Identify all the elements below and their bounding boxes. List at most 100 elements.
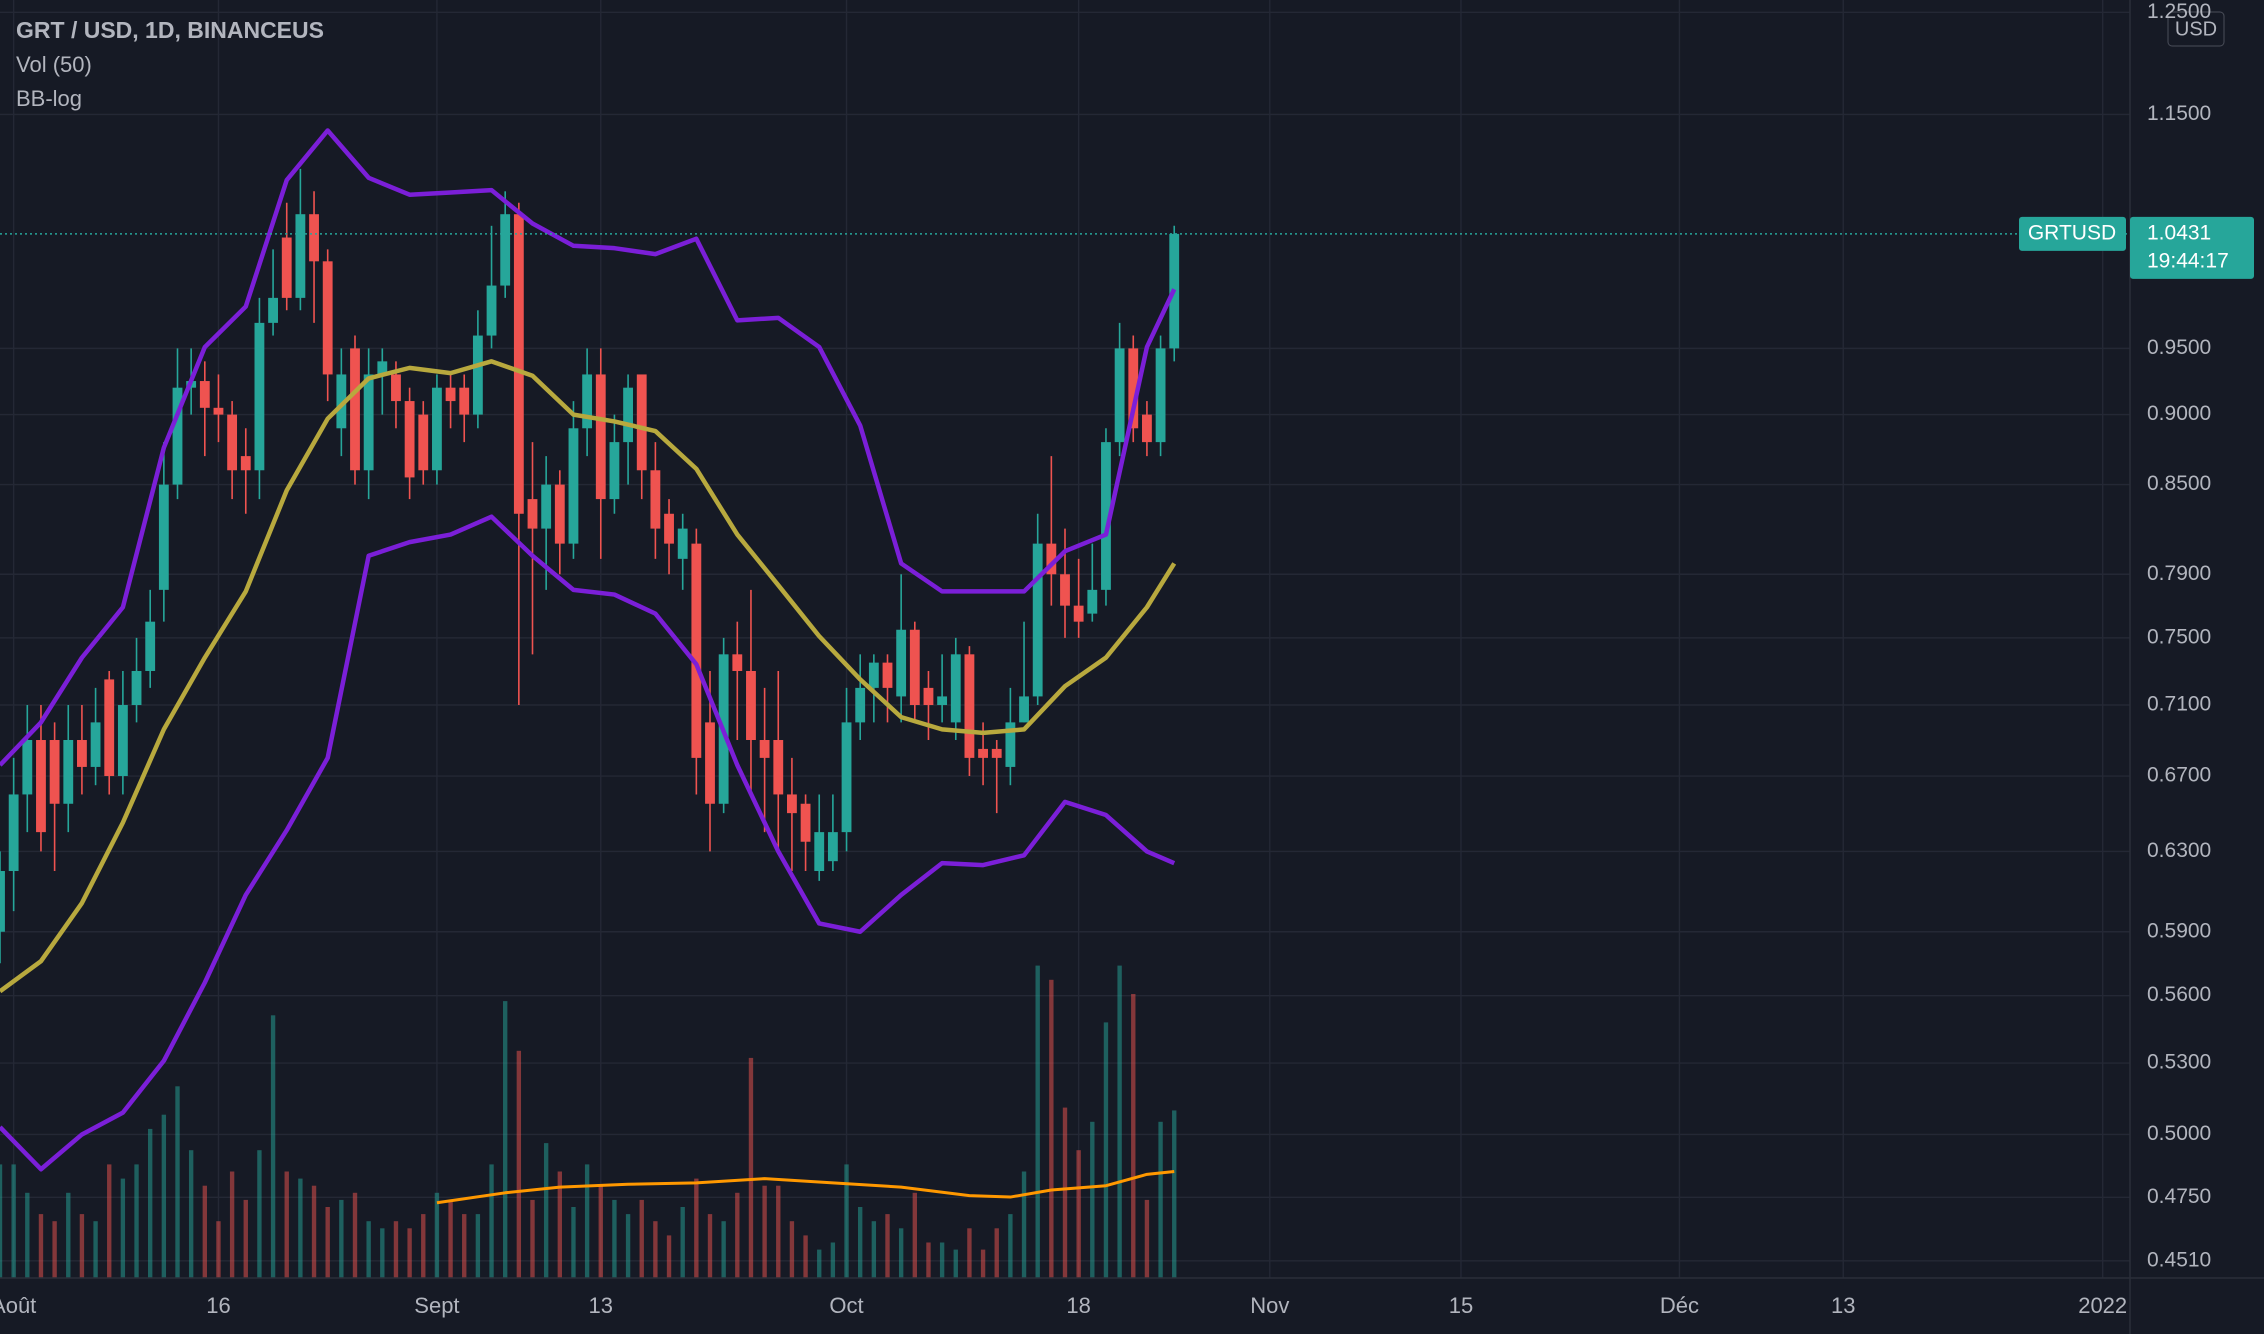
volume-bar <box>926 1242 931 1278</box>
volume-bar <box>1076 1150 1081 1278</box>
volume-bar <box>1049 979 1054 1278</box>
candle-body <box>1032 543 1043 697</box>
y-tick-label: 0.7500 <box>2147 625 2211 648</box>
candle-body <box>677 528 688 559</box>
currency-label[interactable]: USD <box>2175 18 2217 40</box>
candle-body <box>131 670 142 706</box>
volume-bar <box>898 1228 904 1278</box>
volume-bar <box>462 1214 467 1278</box>
candle-body <box>240 456 251 471</box>
volume-bar <box>625 1214 631 1278</box>
x-tick-label: Déc <box>1660 1293 1699 1318</box>
candle-body <box>158 484 169 590</box>
candle-body <box>391 374 401 402</box>
y-tick-label: 0.5600 <box>2147 983 2211 1006</box>
candle-body <box>991 748 1002 758</box>
candle-body <box>978 748 988 758</box>
x-tick-label: 16 <box>206 1293 230 1318</box>
volume-bar <box>1172 1110 1177 1278</box>
candle-body <box>513 214 524 514</box>
candle-body <box>377 361 388 375</box>
volume-bar <box>830 1242 836 1278</box>
x-tick-label: 13 <box>589 1293 613 1318</box>
volume-bar <box>953 1249 958 1278</box>
candle-body <box>773 740 784 795</box>
volume-bar <box>284 1171 289 1278</box>
y-tick-label: 0.4510 <box>2147 1248 2211 1271</box>
candle-body <box>1101 442 1111 590</box>
candle-body <box>77 740 87 767</box>
candle-body <box>664 513 674 544</box>
volume-bar <box>994 1228 999 1278</box>
y-tick-label: 1.2500 <box>2147 0 2211 23</box>
candle-body <box>8 794 19 872</box>
candle-body <box>636 374 647 471</box>
candle-body <box>472 335 483 415</box>
volume-bar <box>694 1178 699 1278</box>
candle-body <box>855 687 866 723</box>
volume-bar <box>93 1221 98 1278</box>
currency-box[interactable] <box>2167 11 2225 47</box>
volume-bar <box>639 1199 644 1278</box>
y-tick-label: 0.9000 <box>2147 402 2211 425</box>
volume-bar <box>789 1221 795 1278</box>
volume-bar <box>339 1199 344 1278</box>
volume-bar <box>52 1221 57 1278</box>
volume-bar <box>66 1192 71 1278</box>
plot-layer <box>0 0 2130 1278</box>
volume-bar <box>11 1164 16 1278</box>
y-tick-label: 0.4750 <box>2147 1185 2211 1208</box>
candle-body <box>1087 589 1098 614</box>
indicator-label: BB-log <box>16 86 82 111</box>
volume-bar <box>666 1235 672 1278</box>
volume-bar <box>325 1207 330 1278</box>
volume-bar <box>912 1192 917 1278</box>
volume-bar <box>598 1185 603 1278</box>
candle-body <box>691 543 702 758</box>
candle-body <box>568 428 579 544</box>
y-tick-label: 0.6300 <box>2147 839 2211 862</box>
volume-bar <box>1144 1199 1150 1278</box>
symbol-label: GRTUSD <box>2028 221 2116 244</box>
volume-bar <box>612 1199 617 1278</box>
candle-body <box>213 407 224 415</box>
volume-bar <box>393 1221 399 1278</box>
volume-bar <box>516 1050 522 1278</box>
volume-bar <box>803 1235 808 1278</box>
volume-bar <box>653 1221 658 1278</box>
volume-bar <box>1021 1171 1027 1278</box>
candle-body <box>1073 605 1084 622</box>
price-box <box>2130 216 2254 279</box>
candle-body <box>295 214 306 298</box>
candle-body <box>459 387 470 415</box>
y-tick-label: 0.7900 <box>2147 562 2211 585</box>
volume-ma-line <box>436 1170 1175 1205</box>
symbol-box <box>2019 216 2126 251</box>
volume-bar <box>1090 1121 1095 1278</box>
candle-body <box>1019 696 1029 723</box>
volume-bar <box>270 1015 276 1278</box>
volume-bar <box>25 1192 30 1278</box>
volume-bar <box>38 1214 44 1278</box>
volume-bar <box>967 1228 972 1278</box>
volume-bar <box>1035 965 1040 1278</box>
x-tick-label: Oct <box>829 1293 863 1318</box>
candle-body <box>827 832 838 862</box>
volume-bar <box>557 1171 562 1278</box>
candle-body <box>22 740 33 795</box>
candle-body <box>868 662 879 688</box>
x-tick-label: 2022 <box>2078 1293 2127 1318</box>
volume-bar <box>202 1185 207 1278</box>
candle-body <box>964 654 975 758</box>
candle-body <box>36 740 46 833</box>
y-tick-label: 0.8500 <box>2147 472 2211 495</box>
candle-body <box>841 722 852 833</box>
volume-bar <box>980 1249 986 1278</box>
y-tick-label: 0.7100 <box>2147 693 2211 716</box>
volume-bar <box>134 1164 139 1278</box>
price-label: 1.0431 <box>2147 221 2211 244</box>
volume-bar <box>366 1221 371 1278</box>
volume-bar <box>584 1164 590 1278</box>
candle-body <box>650 470 661 529</box>
